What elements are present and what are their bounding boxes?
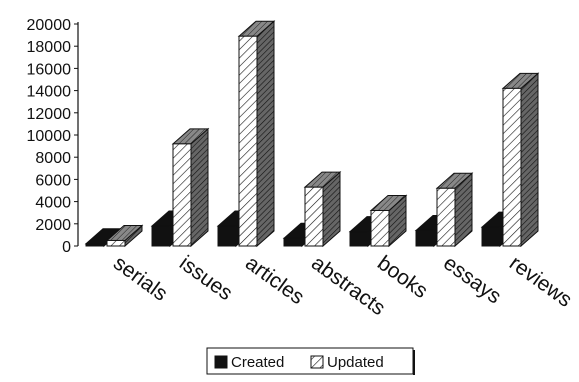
bar-updated-abstracts: [303, 171, 342, 248]
legend-label-updated: Updated: [327, 354, 384, 371]
bar-front-face: [436, 187, 456, 247]
legend-box: [206, 347, 414, 375]
y-tick-label: 20000: [27, 17, 72, 34]
legend: Created Updated: [206, 347, 415, 375]
x-tick-label: articles: [241, 251, 308, 309]
bar-front-face: [85, 243, 105, 247]
bar-front-face: [415, 229, 435, 247]
x-tick-label: essays: [439, 251, 505, 308]
x-tick-label: reviews: [505, 251, 576, 311]
y-tick-label: 14000: [27, 84, 72, 101]
bar-front-face: [106, 239, 126, 247]
bar-front-face: [481, 226, 501, 247]
y-axis: 0 2000 4000 6000 8000 10000 12000 14000 16000 180…: [27, 17, 79, 256]
bar-front-face: [349, 231, 369, 247]
bar-front-face: [283, 237, 303, 247]
y-tick-label: 10000: [27, 128, 72, 145]
y-tick-label: 6000: [35, 172, 71, 189]
legend-swatch-created: [214, 355, 228, 369]
bar-side-face: [256, 20, 275, 248]
bar-updated-issues: [171, 127, 210, 248]
bar-front-face: [370, 209, 390, 247]
y-tick-label: 2000: [35, 217, 71, 234]
bar-updated-serials: [105, 224, 144, 248]
y-tick-label: 0: [62, 239, 71, 256]
bar-front-face: [502, 87, 522, 247]
y-tick-label: 8000: [35, 150, 71, 167]
x-tick-label: serials: [109, 251, 172, 305]
x-tick-label: abstracts: [307, 251, 389, 320]
bar-side-face: [190, 127, 209, 248]
bar-front-face: [217, 225, 237, 247]
bar-front-face: [304, 186, 324, 247]
bar-updated-reviews: [501, 72, 540, 248]
bars: [84, 20, 540, 248]
bar-updated-articles: [237, 20, 276, 248]
bar-front-face: [172, 143, 192, 247]
bar-updated-books: [369, 194, 408, 248]
x-tick-label: issues: [175, 251, 237, 305]
bar-front-face: [151, 225, 171, 247]
legend-label-created: Created: [231, 354, 284, 371]
y-tick-label: 4000: [35, 195, 71, 212]
bar-updated-essays: [435, 172, 474, 248]
bar-front-face: [238, 35, 258, 247]
y-tick-label: 16000: [27, 61, 72, 78]
y-tick-label: 12000: [27, 106, 72, 123]
bar-side-face: [520, 72, 539, 248]
legend-swatch-updated: [310, 355, 324, 369]
y-tick-label: 18000: [27, 39, 72, 56]
